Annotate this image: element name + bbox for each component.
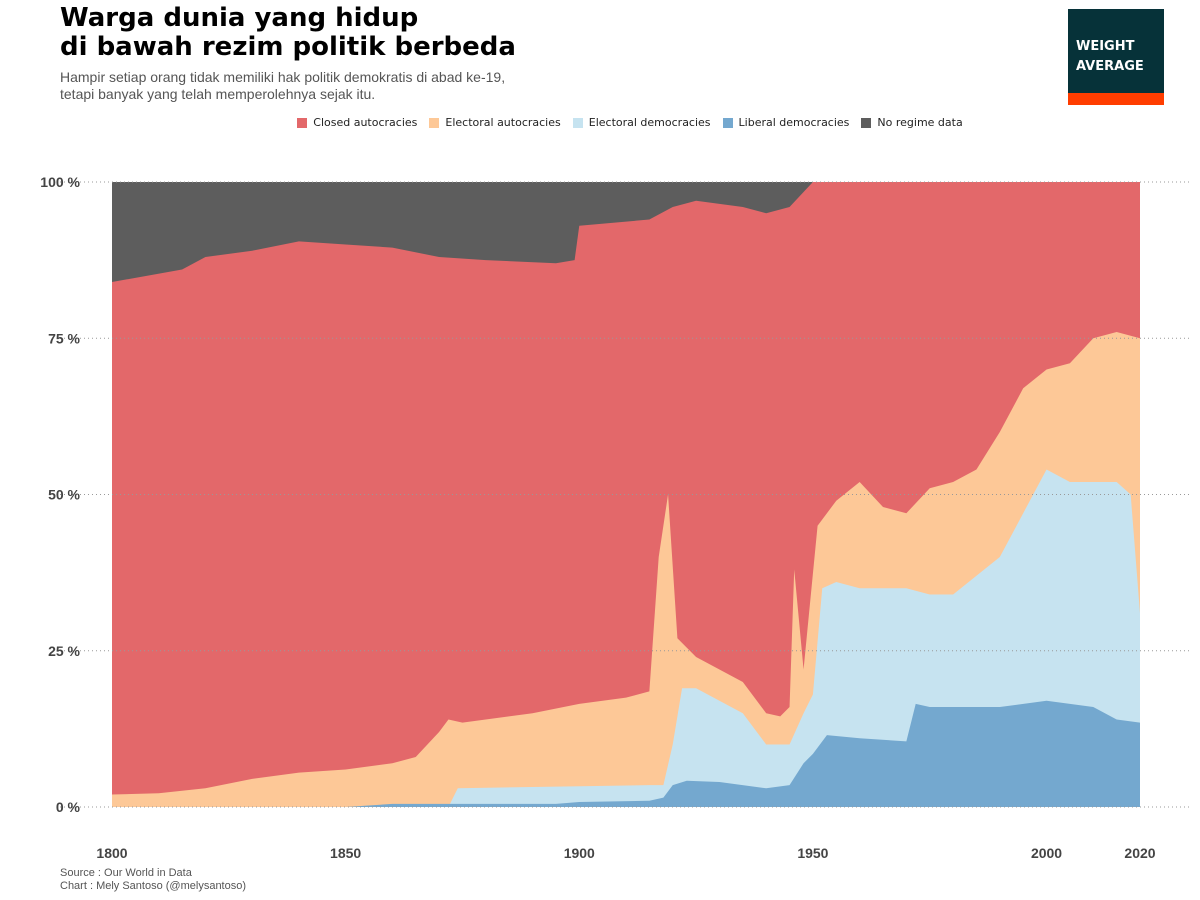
area-liberal-democracies <box>112 700 1140 807</box>
y-tick-label: 100 % <box>40 174 80 190</box>
area-electoral-democracies <box>112 469 1140 807</box>
legend-item: Liberal democracies <box>722 116 850 129</box>
x-tick-label: 1800 <box>96 845 127 861</box>
chart-subtitle-line-1: Hampir setiap orang tidak memiliki hak p… <box>60 69 506 85</box>
legend-label: Liberal democracies <box>738 116 850 129</box>
brand-logo: WEIGHT AVERAGE <box>1068 9 1164 105</box>
credit-note: Chart : Mely Santoso (@melysantoso) <box>60 880 247 892</box>
x-tick-label: 2020 <box>1124 845 1155 861</box>
legend-swatch <box>572 117 583 128</box>
legend-item: Closed autocracies <box>297 116 417 129</box>
y-tick-label: 0 % <box>56 799 81 815</box>
legend-swatch <box>861 117 872 128</box>
chart-subtitle-line-2: tetapi banyak yang telah memperolehnya s… <box>60 86 376 102</box>
legend-label: Electoral democracies <box>588 116 711 129</box>
chart-title-line-2: di bawah rezim politik berbeda <box>60 32 516 62</box>
legend-swatch <box>429 117 440 128</box>
brand-logo-text: WEIGHT AVERAGE <box>1076 37 1144 77</box>
legend-swatch <box>297 117 308 128</box>
y-tick-label: 25 % <box>48 643 80 659</box>
x-tick-label: 1950 <box>797 845 828 861</box>
source-note: Source : Our World in Data <box>60 867 192 879</box>
legend-label: No regime data <box>877 116 963 129</box>
legend-item: Electoral democracies <box>572 116 711 129</box>
brand-logo-line-1: WEIGHT <box>1076 39 1135 54</box>
y-tick-label: 50 % <box>48 487 80 503</box>
x-tick-label: 2000 <box>1031 845 1062 861</box>
brand-logo-line-2: AVERAGE <box>1076 59 1144 74</box>
chart-subtitle: Hampir setiap orang tidak memiliki hak p… <box>60 69 505 103</box>
x-tick-label: 1900 <box>564 845 595 861</box>
legend-item: No regime data <box>861 116 963 129</box>
legend-label: Closed autocracies <box>313 116 418 129</box>
legend-label: Electoral autocracies <box>445 116 561 129</box>
chart-title-line-1: Warga dunia yang hidup <box>60 3 419 33</box>
chart-legend: Closed autocracies Electoral autocracies E… <box>0 116 1200 129</box>
legend-item: Electoral autocracies <box>429 116 561 129</box>
legend-swatch <box>722 117 733 128</box>
brand-logo-accent-bar <box>1068 93 1164 105</box>
chart-title: Warga dunia yang hidup di bawah rezim po… <box>60 4 516 62</box>
x-tick-label: 1850 <box>330 845 361 861</box>
chart-footer: Source : Our World in Data Chart : Mely … <box>60 867 246 893</box>
y-tick-label: 75 % <box>48 330 80 346</box>
